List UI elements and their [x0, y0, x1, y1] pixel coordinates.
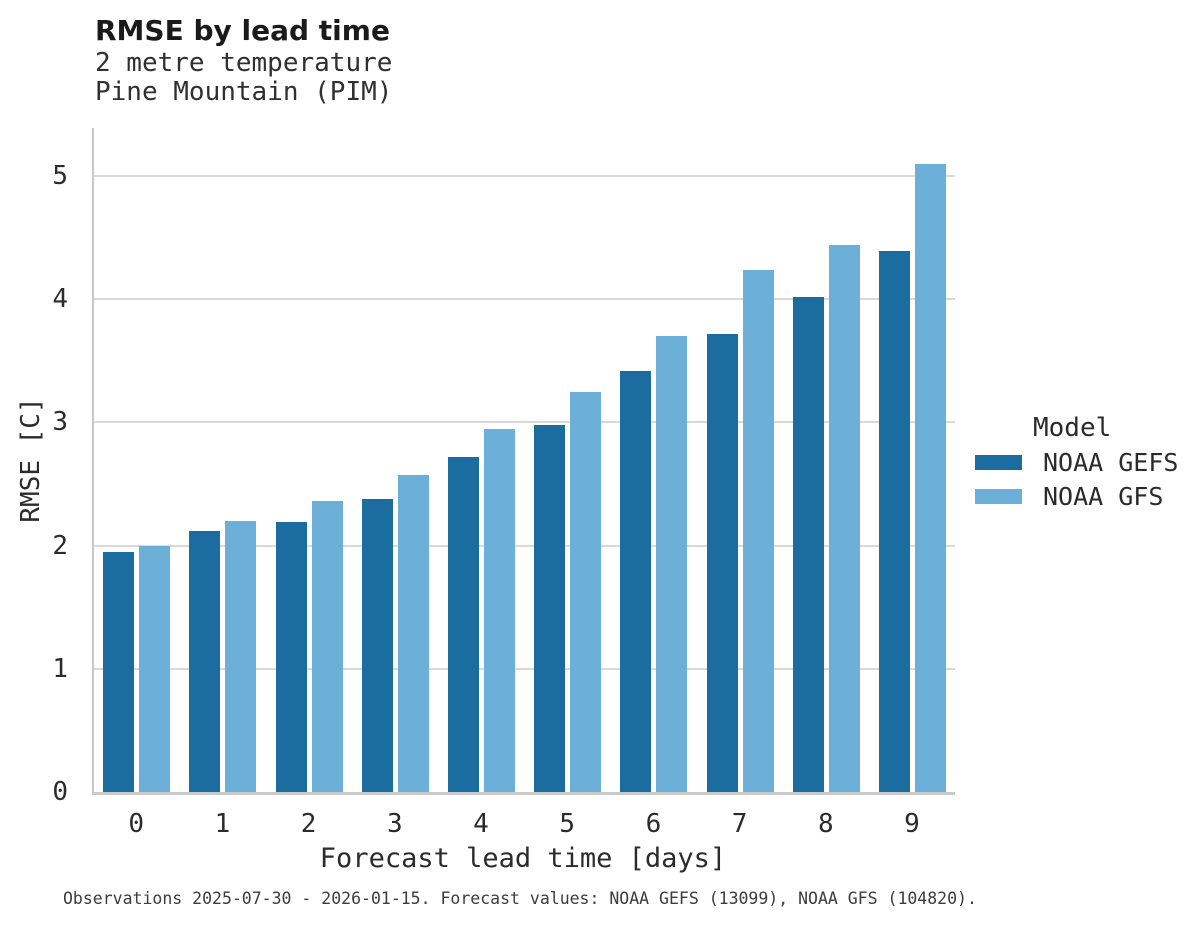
bar-noaa-gfs-day-4	[484, 428, 515, 792]
legend: Model NOAA GEFS NOAA GFS	[975, 412, 1178, 513]
legend-label: NOAA GFS	[1043, 481, 1164, 511]
bar-noaa-gfs-day-1	[225, 520, 257, 792]
bar-noaa-gefs-day-3	[361, 498, 393, 792]
x-tick-label-6: 6	[645, 809, 662, 839]
bar-noaa-gfs-day-7	[742, 269, 774, 792]
bar-noaa-gfs-day-0	[139, 545, 171, 792]
y-tick-label-5: 5	[52, 161, 68, 192]
bar-noaa-gefs-day-2	[275, 522, 307, 792]
x-tick-label-0: 0	[128, 809, 145, 839]
legend-item-noaa-gefs: NOAA GEFS	[975, 445, 1178, 479]
y-tick-label-4: 4	[52, 284, 68, 315]
legend-items: NOAA GEFS NOAA GFS	[975, 445, 1178, 513]
legend-swatch	[975, 488, 1022, 504]
y-tick-label-0: 0	[52, 777, 68, 807]
bar-noaa-gefs-day-8	[792, 296, 824, 792]
y-axis-spine	[92, 128, 94, 795]
bar-noaa-gfs-day-2	[311, 501, 343, 792]
x-axis-spine	[92, 792, 955, 795]
legend-item-noaa-gfs: NOAA GFS	[975, 479, 1178, 513]
legend-label: NOAA GEFS	[1043, 447, 1179, 477]
bar-noaa-gefs-day-0	[103, 551, 135, 792]
x-tick-label-1: 1	[214, 809, 231, 839]
bar-noaa-gfs-day-8	[828, 245, 860, 792]
x-tick-label-7: 7	[731, 809, 748, 839]
x-tick-label-5: 5	[559, 809, 576, 839]
x-tick-label-9: 9	[904, 809, 920, 839]
x-tick-label-8: 8	[817, 809, 834, 839]
legend-title: Model	[1033, 413, 1112, 443]
chart-title: RMSE by lead time	[95, 14, 390, 47]
chart-subtitle: 2 metre temperature Pine Mountain (PIM)	[95, 49, 392, 107]
chart-subtitle-line-2: Pine Mountain (PIM)	[95, 77, 393, 107]
caption: Observations 2025-07-30 - 2026-01-15. Fo…	[63, 889, 977, 908]
bar-noaa-gefs-day-5	[534, 424, 566, 792]
bar-noaa-gfs-day-5	[570, 391, 602, 792]
bar-noaa-gefs-day-6	[620, 370, 652, 792]
gridline-y5	[94, 175, 955, 178]
y-tick-label-2: 2	[52, 530, 68, 561]
bar-noaa-gfs-day-6	[656, 336, 688, 792]
bar-noaa-gfs-day-9	[915, 163, 946, 792]
bar-noaa-gefs-day-1	[189, 530, 221, 792]
x-tick-label-4: 4	[473, 809, 489, 839]
plot-area	[92, 128, 955, 795]
gridline-y3	[94, 421, 955, 424]
x-tick-label-3: 3	[386, 809, 403, 839]
y-tick-label-3: 3	[52, 407, 68, 438]
x-tick-label-2: 2	[300, 809, 317, 839]
chart-subtitle-line-1: 2 metre temperature	[95, 48, 393, 78]
gridline-y1	[94, 667, 955, 670]
legend-swatch	[975, 454, 1022, 470]
gridline-y4	[94, 298, 955, 301]
bar-noaa-gefs-day-4	[448, 456, 479, 792]
x-axis-label: Forecast lead time [days]	[319, 843, 727, 874]
bar-noaa-gfs-day-3	[397, 475, 429, 792]
y-tick-label-1: 1	[52, 653, 68, 684]
gridline-y2	[94, 544, 955, 547]
bar-noaa-gefs-day-9	[879, 251, 910, 792]
bar-noaa-gefs-day-7	[706, 333, 738, 792]
